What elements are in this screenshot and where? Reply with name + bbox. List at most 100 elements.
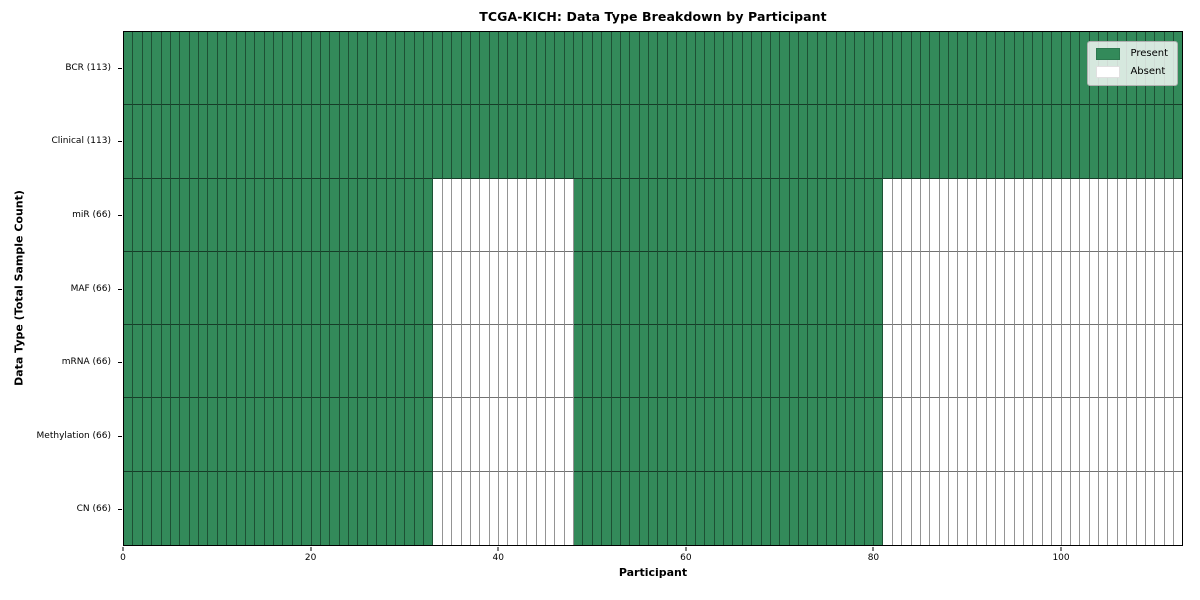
heatmap-cell — [536, 398, 546, 472]
heatmap-cell — [977, 398, 987, 472]
heatmap-cell — [967, 178, 978, 252]
heatmap-cell — [564, 251, 574, 326]
heatmap-cell — [1024, 251, 1034, 326]
heatmap-cell — [470, 32, 481, 106]
heatmap-cell — [686, 178, 696, 252]
x-tick-mark — [497, 547, 499, 551]
heatmap-cell — [1136, 251, 1146, 326]
heatmap-cell — [724, 105, 734, 179]
heatmap-cell — [733, 471, 743, 545]
heatmap-cell — [527, 251, 537, 326]
heatmap-cell — [742, 251, 753, 326]
heatmap-cell — [461, 178, 471, 252]
heatmap-cell — [1155, 105, 1165, 179]
heatmap-cell — [349, 471, 359, 545]
heatmap-cell — [845, 178, 856, 252]
heatmap-cell — [161, 105, 171, 179]
heatmap-cell — [677, 105, 687, 179]
heatmap-cell — [1042, 325, 1053, 399]
heatmap-cell — [620, 251, 631, 326]
heatmap-cell — [433, 398, 443, 472]
heatmap-cell — [1127, 398, 1137, 472]
heatmap-cell — [433, 178, 443, 252]
heatmap-cell — [499, 251, 509, 326]
heatmap-cell — [789, 251, 799, 326]
heatmap-cell — [817, 32, 828, 106]
heatmap-cell — [1127, 471, 1137, 545]
heatmap-cell — [217, 251, 228, 326]
heatmap-cell — [1145, 178, 1156, 252]
heatmap-row-clinical — [124, 105, 1183, 179]
heatmap-cell — [339, 178, 349, 252]
heatmap-cell — [283, 105, 293, 179]
heatmap-cell — [639, 178, 649, 252]
heatmap-cell — [433, 251, 443, 326]
heatmap-cell — [255, 471, 265, 545]
heatmap-cell — [667, 325, 678, 399]
heatmap-cell — [1024, 32, 1034, 106]
heatmap-cell — [424, 251, 434, 326]
heatmap-cell — [1164, 178, 1174, 252]
heatmap-cell — [1127, 251, 1137, 326]
heatmap-cell — [1061, 471, 1071, 545]
heatmap-cell — [133, 251, 143, 326]
heatmap-cell — [433, 105, 443, 179]
heatmap-cell — [395, 325, 406, 399]
heatmap-cell — [245, 471, 256, 545]
heatmap-cell — [142, 251, 153, 326]
heatmap-cell — [742, 325, 753, 399]
heatmap-cell — [808, 325, 818, 399]
heatmap-cell — [1033, 471, 1043, 545]
heatmap-cell — [452, 325, 462, 399]
heatmap-cell — [1052, 325, 1062, 399]
heatmap-cell — [349, 398, 359, 472]
heatmap-cell — [1155, 325, 1165, 399]
heatmap-cell — [967, 398, 978, 472]
heatmap-cell — [967, 32, 978, 106]
heatmap-cell — [274, 398, 284, 472]
heatmap-cell — [967, 251, 978, 326]
heatmap-cell — [892, 471, 903, 545]
heatmap-cell — [986, 178, 996, 252]
heatmap-cell — [302, 32, 312, 106]
heatmap-cell — [799, 471, 809, 545]
heatmap-cell — [330, 398, 340, 472]
heatmap-cell — [939, 178, 949, 252]
heatmap-cell — [1089, 398, 1099, 472]
heatmap-cell — [555, 398, 565, 472]
heatmap-cell — [649, 325, 659, 399]
heatmap-cell — [330, 105, 340, 179]
x-tick-mark — [872, 547, 874, 551]
x-tick-mark — [1060, 547, 1062, 551]
heatmap-cell — [189, 178, 199, 252]
heatmap-cell — [930, 325, 940, 399]
heatmap-cell — [339, 398, 349, 472]
heatmap-cell — [227, 32, 237, 106]
heatmap-cell — [264, 32, 274, 106]
heatmap-cell — [302, 105, 312, 179]
heatmap-cell — [470, 325, 481, 399]
heatmap-cell — [602, 398, 612, 472]
legend-item-present: Present — [1096, 48, 1168, 60]
heatmap-cell — [986, 251, 996, 326]
heatmap-cell — [855, 32, 865, 106]
heatmap-cell — [1117, 325, 1128, 399]
heatmap-cell — [705, 105, 715, 179]
heatmap-cell — [592, 32, 603, 106]
heatmap-cell — [405, 398, 415, 472]
heatmap-cell — [208, 105, 218, 179]
heatmap-cell — [592, 105, 603, 179]
heatmap-cell — [958, 398, 968, 472]
heatmap-cell — [452, 471, 462, 545]
chart-title: TCGA-KICH: Data Type Breakdown by Partic… — [479, 9, 827, 24]
heatmap-cell — [733, 105, 743, 179]
heatmap-cell — [883, 325, 893, 399]
heatmap-cell — [630, 471, 640, 545]
heatmap-cell — [602, 325, 612, 399]
heatmap-cell — [349, 105, 359, 179]
heatmap-cell — [461, 105, 471, 179]
plot-area — [123, 31, 1183, 546]
heatmap-cell — [480, 398, 490, 472]
heatmap-cell — [977, 471, 987, 545]
heatmap-cell — [405, 325, 415, 399]
